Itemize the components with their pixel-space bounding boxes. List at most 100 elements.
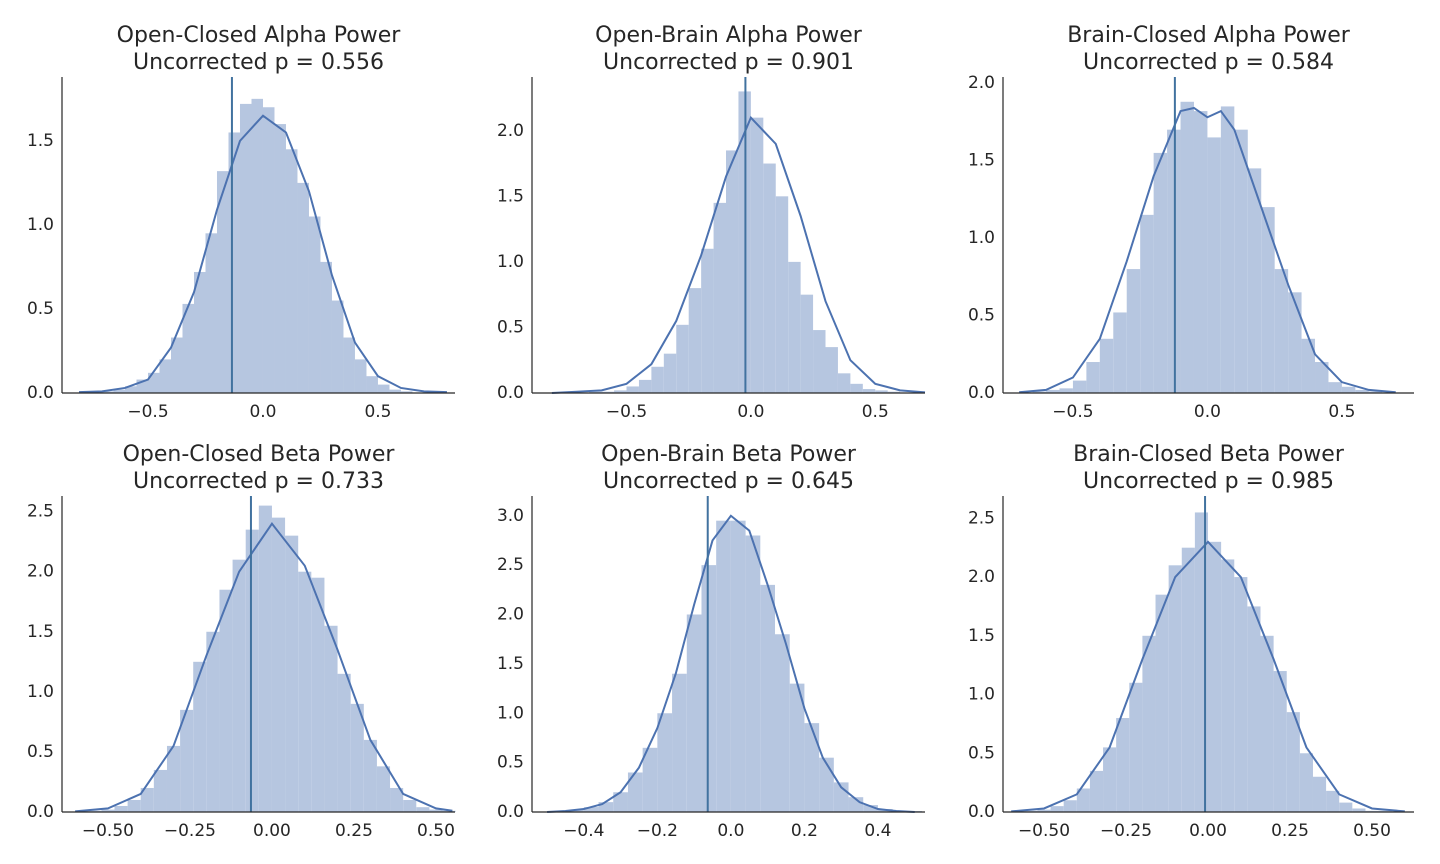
histogram-bar [429,809,443,812]
y-tick-label: 0.0 [968,802,995,822]
kde-line [1011,540,1405,813]
x-tick-label: −0.5 [127,402,168,422]
histogram-bar [239,103,252,393]
histogram-bar [400,391,413,393]
histogram-bar [102,391,114,393]
histogram-bar [88,810,102,812]
histogram-bar [686,614,702,812]
y-tick-label: 1.0 [497,703,524,723]
histogram-bar [850,383,863,393]
histogram-bar [205,233,217,393]
histogram-bar [182,303,194,393]
histogram-bar [1168,565,1182,812]
y-tick-label: 0.0 [968,383,995,403]
histogram-bar [716,520,731,812]
histogram-bar [285,535,299,812]
histogram-bar [136,379,149,393]
histogram-bar [1247,168,1262,393]
histogram-bar [589,391,602,393]
y-tick-label: 1.0 [497,252,524,272]
histogram-bar [298,571,312,812]
histogram-bar [1046,389,1060,393]
histogram-bar [726,150,739,393]
histogram-bar [354,359,367,393]
y-tick-label: 2.0 [497,121,524,141]
histogram-bar [1315,362,1329,393]
histogram-bar [1050,806,1064,812]
histogram-bar [1352,808,1366,812]
subplot-title: Open-Closed Beta Power [123,442,396,467]
histogram-bar [1037,809,1051,812]
x-tick-label: 0.25 [335,821,373,841]
histogram-bar [672,673,687,812]
histogram-bar [140,787,154,812]
histogram-bar [730,520,746,812]
histogram-bar [1113,312,1127,393]
histogram-bar [1153,152,1168,393]
x-tick-label: 0.5 [364,402,391,422]
histogram-bar [193,271,206,393]
histogram-bar [442,810,456,812]
x-tick-label: −0.5 [606,402,647,422]
histogram-bar [1072,380,1087,393]
histogram-bar [627,772,643,812]
histogram-bar [614,390,627,393]
histogram-bar [148,372,160,393]
y-tick-label: 0.0 [497,383,524,403]
histogram-bar [1234,577,1248,812]
histogram-bar [863,805,878,812]
kde-line [78,114,447,394]
subplot-subtitle: Uncorrected p = 0.556 [133,50,384,75]
subplot-title: Open-Closed Alpha Power [117,23,402,48]
histogram-bar [1355,389,1369,393]
histogram-bar [598,802,614,812]
histogram-bar [1180,101,1194,394]
histogram-bar [1193,111,1208,393]
histogram-bar [763,163,776,393]
x-tick-label: 0.0 [737,402,764,422]
y-tick-label: 0.5 [497,753,524,773]
histogram-bar [713,202,727,393]
kde-line [551,115,926,394]
histogram-bar [180,709,194,812]
histogram-bar [750,117,764,393]
subplot-title: Open-Brain Alpha Power [595,23,863,48]
histogram-bar [206,631,220,812]
histogram-bar [887,391,901,393]
y-tick-label: 1.0 [27,682,54,702]
y-tick-label: 0.0 [497,802,524,822]
x-tick-label: 0.2 [791,821,818,841]
y-tick-label: 1.0 [27,215,54,235]
y-tick-label: 1.5 [968,626,995,646]
kde-line [75,521,453,813]
histogram-bar [789,683,805,812]
histogram-bar [804,723,820,812]
histogram-bar [366,376,378,393]
histogram-bar [1089,770,1104,812]
histogram-bar [1063,800,1077,812]
histogram-bar [1288,292,1302,393]
histogram-bar [657,713,673,812]
histogram-bar [1059,388,1073,393]
histogram-bar [271,517,286,812]
subplot-subtitle: Uncorrected p = 0.645 [603,469,854,494]
histogram-bar [569,810,584,812]
y-tick-label: 1.5 [27,131,54,151]
x-tick-label: −0.4 [563,821,604,841]
histogram-bar [331,300,344,393]
histogram-bar [311,577,325,812]
histogram-bar [376,766,391,812]
y-tick-label: 0.5 [968,743,995,763]
histogram-bar [1299,753,1313,812]
histogram-bar [389,389,401,393]
histogram-bar [127,799,141,812]
y-tick-label: 3.0 [497,506,524,526]
kde-line [1019,106,1396,394]
histogram-bar [1126,269,1141,393]
histogram-bar [825,347,838,393]
y-tick-label: 1.5 [497,654,524,674]
y-tick-label: 1.5 [968,151,995,171]
histogram-bar [1140,214,1154,393]
histogram-bar [274,124,286,393]
